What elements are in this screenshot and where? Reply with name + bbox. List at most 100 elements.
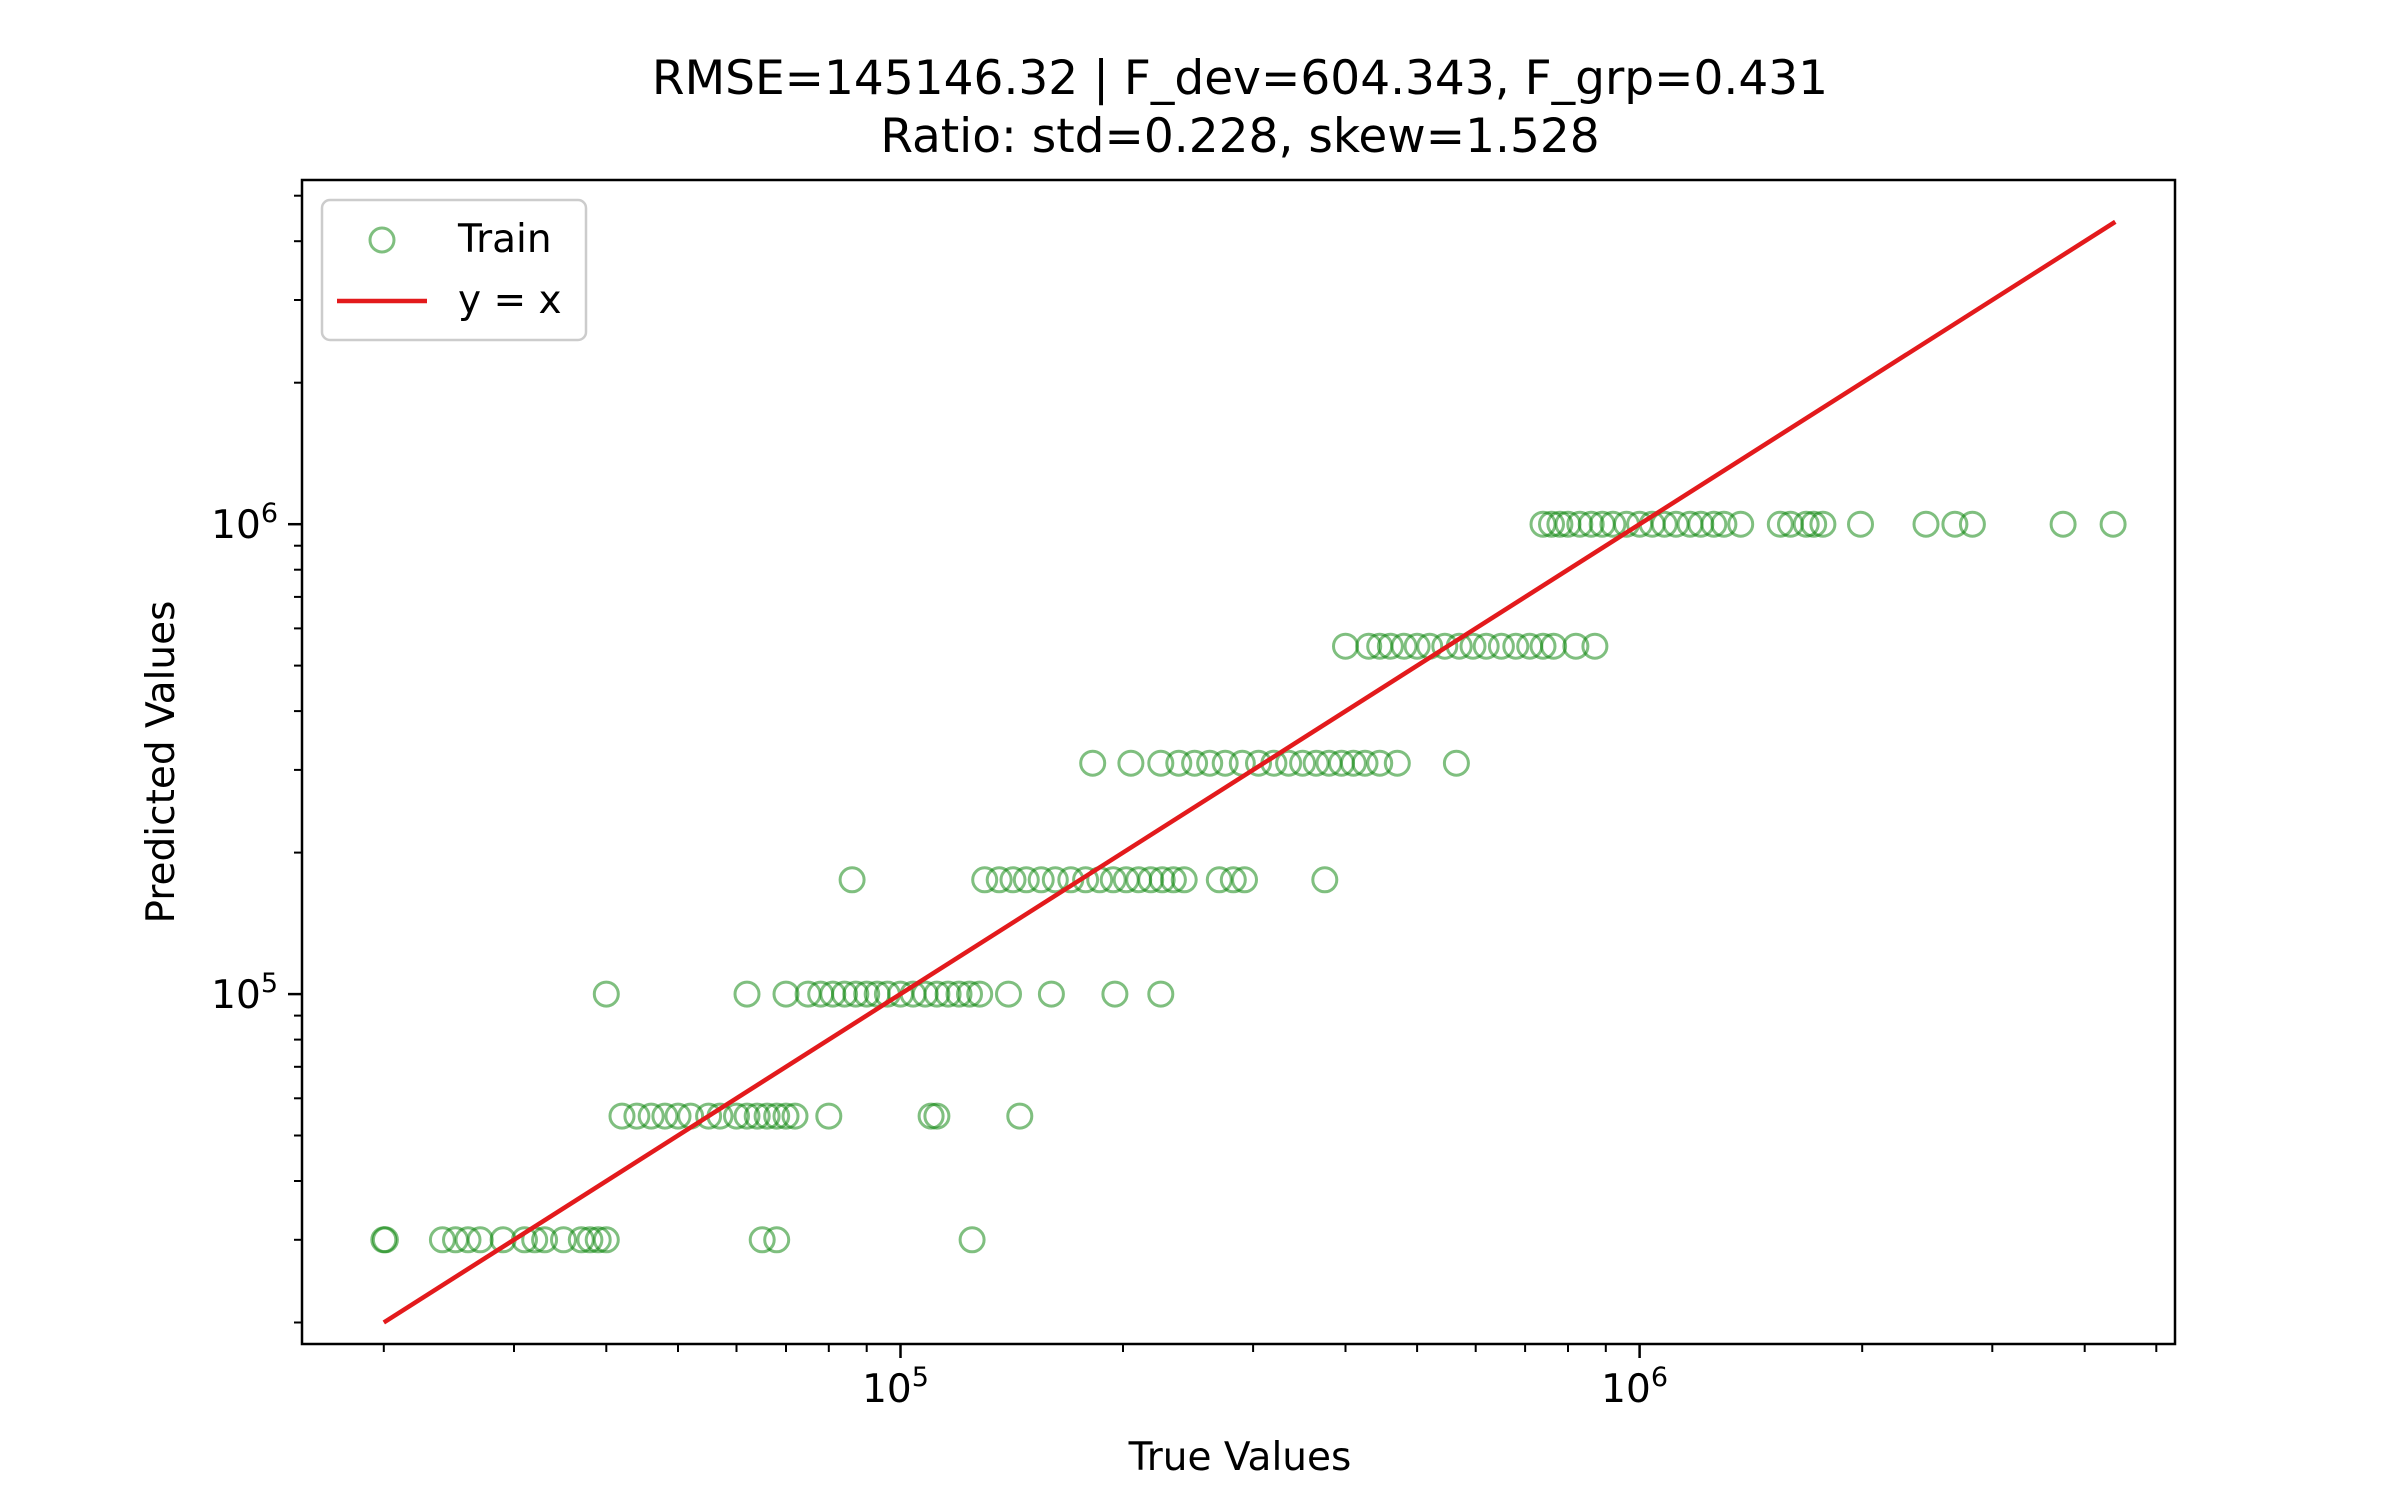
legend-label-identity: y = x [458, 278, 562, 323]
data-point [923, 980, 951, 1008]
data-point [1800, 510, 1828, 538]
data-point [763, 1226, 791, 1254]
y-axis: 105 106 [211, 194, 302, 1324]
data-point [576, 1226, 604, 1254]
data-point [1101, 980, 1129, 1008]
data-point [831, 980, 858, 1008]
data-point [1390, 632, 1418, 660]
x-axis: 105 106 [382, 1344, 2158, 1412]
data-point [1766, 510, 1794, 538]
legend-marker-train [368, 226, 396, 254]
data-point [550, 1226, 577, 1254]
data-point [1538, 510, 1565, 538]
data-point [1311, 866, 1339, 894]
data-point [623, 1102, 651, 1130]
data-point [531, 1226, 559, 1254]
data-point [772, 1102, 800, 1130]
x-tick-label: 105 [862, 1362, 929, 1412]
data-point [592, 980, 620, 1008]
data-point [1847, 510, 1874, 538]
y-tick-label: 106 [211, 498, 278, 548]
data-point [1577, 510, 1605, 538]
data-point [2049, 510, 2077, 538]
data-point [958, 1226, 986, 1254]
data-point [1487, 632, 1515, 660]
data-point [1403, 632, 1431, 660]
y-axis-label: Predicted Values [139, 601, 184, 924]
data-point [1117, 749, 1145, 777]
train-series [370, 510, 2127, 1254]
data-point [1181, 749, 1209, 777]
identity-line [382, 219, 2117, 1325]
data-point [1245, 749, 1272, 777]
data-point [1581, 632, 1609, 660]
data-point [815, 1102, 843, 1130]
chart-title: RMSE=145146.32 | F_dev=604.343, F_grp=0.… [652, 51, 1828, 106]
data-point [1958, 510, 1986, 538]
plot-frame [300, 178, 2177, 1346]
data-point [592, 1226, 620, 1254]
data-point [1006, 1102, 1034, 1130]
data-point [1809, 510, 1837, 538]
data-point [1562, 632, 1590, 660]
legend-box [320, 198, 588, 342]
data-point [733, 980, 761, 1008]
data-point [853, 980, 881, 1008]
data-point [1289, 749, 1317, 777]
data-point [637, 1102, 665, 1130]
data-point [999, 866, 1027, 894]
data-point [838, 866, 866, 894]
data-point [1472, 632, 1500, 660]
data-point [1072, 866, 1100, 894]
data-point [1231, 866, 1258, 894]
x-axis-label: True Values [1128, 1435, 1352, 1480]
data-point [1355, 632, 1383, 660]
data-point [1339, 749, 1367, 777]
data-point [1941, 510, 1969, 538]
data-point [748, 1226, 776, 1254]
data-point [1219, 866, 1247, 894]
data-point [733, 1102, 761, 1130]
data-point [1502, 632, 1530, 660]
data-point [1196, 749, 1224, 777]
legend-label-train: Train [457, 217, 552, 262]
data-point [1037, 980, 1065, 1008]
data-point [584, 1226, 612, 1254]
data-point [1540, 632, 1568, 660]
data-point [1366, 749, 1394, 777]
data-point [371, 1226, 399, 1254]
data-point [781, 1102, 809, 1130]
data-point [772, 980, 800, 1008]
data-point [1027, 866, 1055, 894]
data-point [995, 980, 1022, 1008]
data-point [763, 1102, 791, 1130]
plot-area [300, 178, 2177, 1346]
data-point [695, 1102, 723, 1130]
data-point [1147, 749, 1175, 777]
data-point [934, 980, 962, 1008]
data-point [2099, 510, 2127, 538]
data-point [1041, 866, 1069, 894]
data-point [842, 980, 870, 1008]
data-point [1275, 749, 1303, 777]
data-point [608, 1102, 636, 1130]
identity-series [382, 219, 2117, 1325]
chart-subtitle: Ratio: std=0.228, skew=1.528 [880, 109, 1599, 164]
data-point [1912, 510, 1940, 538]
data-point [1170, 866, 1198, 894]
data-point [723, 1102, 750, 1130]
data-point [956, 980, 983, 1008]
data-point [1431, 632, 1459, 660]
data-point [971, 866, 999, 894]
data-point [966, 980, 994, 1008]
data-point [1546, 510, 1574, 538]
data-point [1599, 510, 1627, 538]
data-point [945, 980, 973, 1008]
data-point [1165, 749, 1193, 777]
data-point [1792, 510, 1820, 538]
legend: Train y = x [320, 198, 588, 342]
data-point [1376, 632, 1404, 660]
data-point [1383, 749, 1411, 777]
data-point [1529, 632, 1557, 660]
data-point [651, 1102, 679, 1130]
